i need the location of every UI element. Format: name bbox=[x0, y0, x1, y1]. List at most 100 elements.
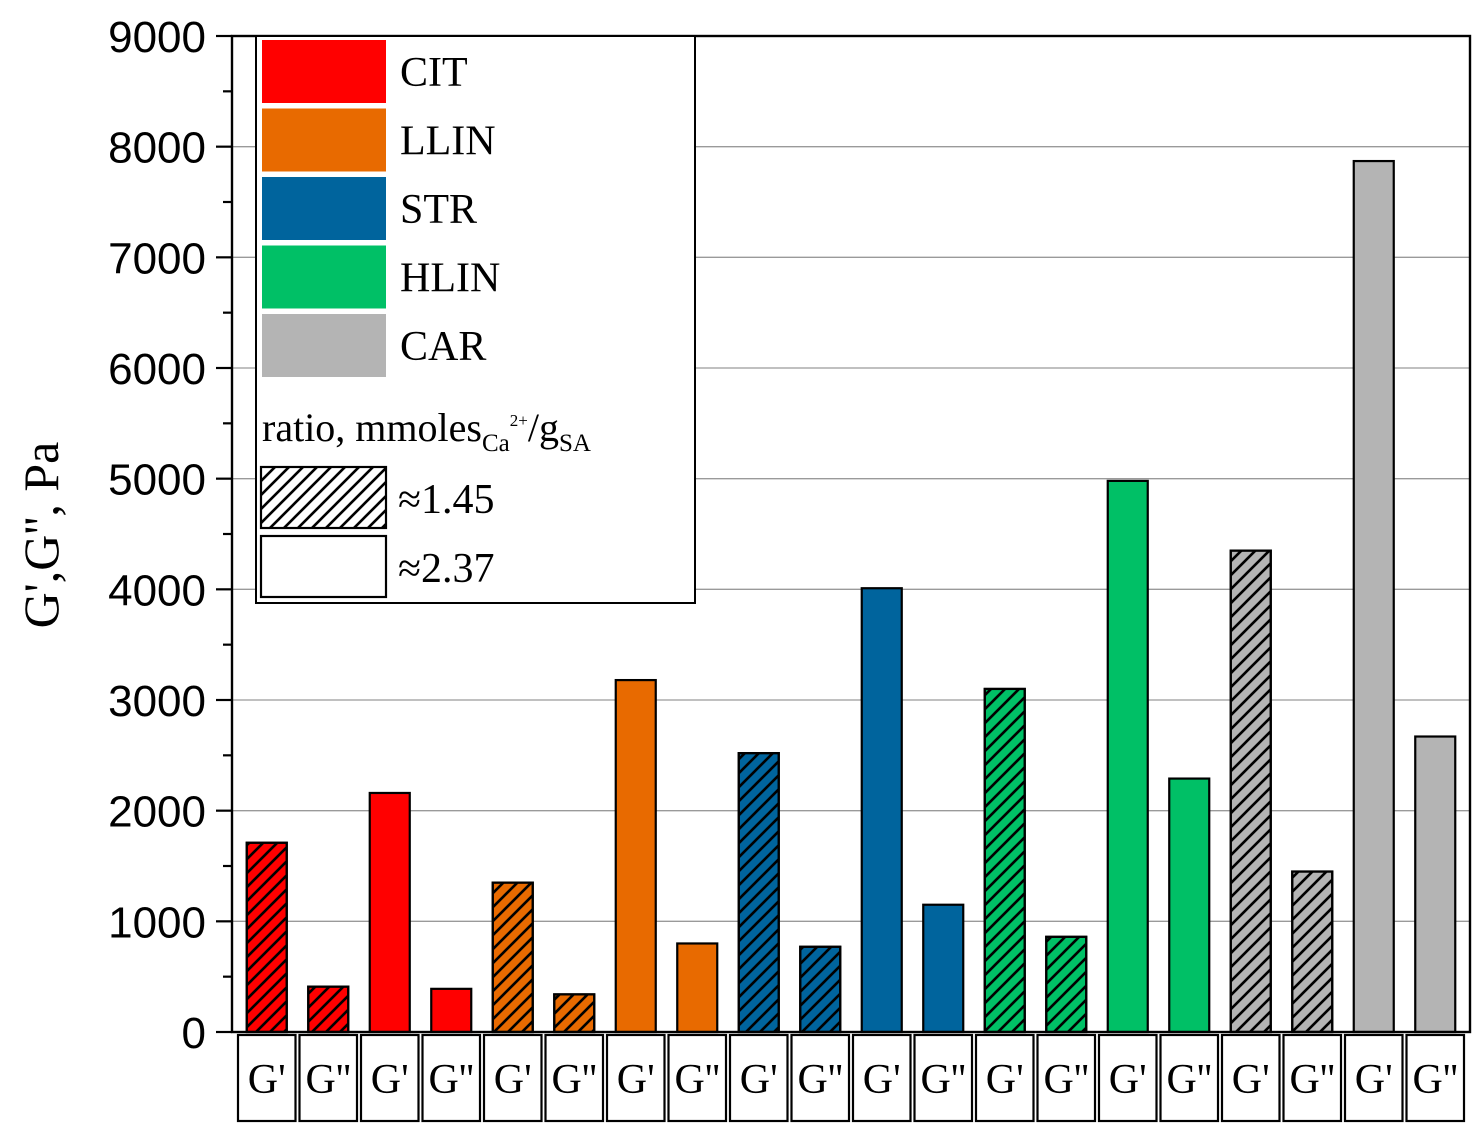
bar-fill bbox=[368, 791, 411, 1034]
x-tick-label: G'' bbox=[798, 1057, 843, 1103]
x-tick-label-box: G' bbox=[851, 1033, 912, 1123]
x-tick-label-box: G' bbox=[482, 1033, 543, 1123]
bar-STR-g-double-prime-1.45 bbox=[799, 945, 842, 1034]
bar-hatch bbox=[1045, 935, 1088, 1034]
legend-swatch bbox=[262, 40, 386, 103]
bar-CAR-g-double-prime-2.37 bbox=[1414, 735, 1457, 1034]
bar-STR-g-double-prime-2.37 bbox=[922, 903, 965, 1034]
legend-item-car: CAR bbox=[262, 314, 486, 377]
x-tick-label: G'' bbox=[675, 1057, 720, 1103]
x-tick-box bbox=[1343, 1033, 1404, 1123]
x-tick-box bbox=[790, 1033, 851, 1123]
legend-ratio-title: ratio, mmolesCa2+/gSA bbox=[262, 405, 591, 457]
x-tick-label: G' bbox=[1109, 1057, 1147, 1103]
x-tick-label-box: G'' bbox=[298, 1033, 359, 1123]
x-tick-label-box: G'' bbox=[667, 1033, 728, 1123]
x-tick-label: G' bbox=[1232, 1057, 1270, 1103]
x-tick-box bbox=[605, 1033, 666, 1123]
legend-item-str: STR bbox=[262, 177, 477, 240]
y-tick-label: 2000 bbox=[108, 788, 206, 837]
x-tick-box bbox=[1159, 1033, 1220, 1123]
x-tick-box bbox=[913, 1033, 974, 1123]
x-tick-label: G'' bbox=[429, 1057, 474, 1103]
x-tick-label-box: G' bbox=[359, 1033, 420, 1123]
bar-hatch bbox=[1291, 870, 1334, 1034]
legend-swatch bbox=[262, 245, 386, 309]
legend-swatch bbox=[262, 314, 386, 377]
y-tick-label: 9000 bbox=[108, 13, 206, 62]
x-tick-label-box: G' bbox=[236, 1033, 297, 1123]
x-tick-label-box: G'' bbox=[790, 1033, 851, 1123]
bar-CAR-g-prime-1.45 bbox=[1229, 549, 1272, 1034]
bar-hatch bbox=[983, 687, 1026, 1034]
legend-ratio-item-solid: ≈2.37 bbox=[259, 534, 495, 599]
legend-ratio-label: ≈1.45 bbox=[398, 477, 495, 523]
legend-item-llin: LLIN bbox=[262, 108, 496, 172]
bar-hatch bbox=[491, 881, 534, 1034]
x-tick-box bbox=[1097, 1033, 1158, 1123]
x-tick-box bbox=[421, 1033, 482, 1123]
x-tick-label-box: G'' bbox=[1036, 1033, 1097, 1123]
y-axis-label: G',G'', Pa bbox=[13, 442, 69, 629]
bar-fill bbox=[676, 942, 719, 1034]
x-tick-label-box: G'' bbox=[1405, 1033, 1466, 1123]
legend-ratio-swatch bbox=[259, 534, 388, 599]
x-tick-label-box: G'' bbox=[421, 1033, 482, 1123]
legend-item-cit: CIT bbox=[262, 40, 468, 103]
x-tick-label: G' bbox=[617, 1057, 655, 1103]
bar-LLIN-g-double-prime-2.37 bbox=[676, 942, 719, 1034]
x-tick-box bbox=[1220, 1033, 1281, 1123]
x-tick-label: G' bbox=[1355, 1057, 1393, 1103]
x-tick-box bbox=[298, 1033, 359, 1123]
x-tick-label-box: G' bbox=[605, 1033, 666, 1123]
x-tick-box bbox=[1405, 1033, 1466, 1123]
x-tick-label: G' bbox=[986, 1057, 1024, 1103]
bar-hatch bbox=[553, 993, 596, 1034]
bar-hatch bbox=[245, 841, 288, 1034]
bar-CIT-g-double-prime-1.45 bbox=[307, 985, 350, 1034]
x-tick-label-box: G' bbox=[1343, 1033, 1404, 1123]
y-tick-label: 7000 bbox=[108, 234, 206, 283]
legend-item-hlin: HLIN bbox=[262, 245, 500, 309]
x-tick-label: G'' bbox=[1044, 1057, 1089, 1103]
bar-CIT-g-double-prime-2.37 bbox=[430, 987, 473, 1034]
x-tick-label-box: G'' bbox=[913, 1033, 974, 1123]
bar-fill bbox=[1168, 777, 1211, 1034]
x-tick-label-box: G'' bbox=[544, 1033, 605, 1123]
bar-hatch bbox=[307, 985, 350, 1034]
axes bbox=[216, 34, 1472, 1034]
bar-fill bbox=[922, 903, 965, 1034]
bar-hatch bbox=[737, 752, 780, 1034]
x-tick-box bbox=[482, 1033, 543, 1123]
x-tick-box bbox=[359, 1033, 420, 1123]
bar-LLIN-g-prime-2.37 bbox=[614, 678, 657, 1034]
bar-CIT-g-prime-2.37 bbox=[368, 791, 411, 1034]
x-tick-label-box: G' bbox=[974, 1033, 1035, 1123]
bar-HLIN-g-double-prime-1.45 bbox=[1045, 935, 1088, 1034]
bar-HLIN-g-prime-2.37 bbox=[1106, 479, 1149, 1034]
legend-swatch bbox=[262, 177, 386, 240]
legend-ratio-swatch bbox=[259, 465, 388, 530]
x-tick-label: G'' bbox=[306, 1057, 351, 1103]
legend-ratio-label: ≈2.37 bbox=[398, 546, 495, 592]
legend-ratio-item-hatched: ≈1.45 bbox=[259, 465, 495, 530]
x-tick-box bbox=[667, 1033, 728, 1123]
x-tick-label: G'' bbox=[552, 1057, 597, 1103]
legend-series-entries: CIT LLIN STR HLIN CAR bbox=[262, 40, 500, 377]
y-tick-label: 0 bbox=[182, 1009, 206, 1058]
x-tick-label-box: G'' bbox=[1159, 1033, 1220, 1123]
legend-label: CAR bbox=[400, 324, 486, 370]
y-tick-label: 3000 bbox=[108, 677, 206, 726]
x-tick-label: G'' bbox=[1413, 1057, 1458, 1103]
legend-label: STR bbox=[400, 187, 477, 233]
bar-STR-g-prime-1.45 bbox=[737, 752, 780, 1034]
bar-CIT-g-prime-1.45 bbox=[245, 841, 288, 1034]
x-tick-label-box: G' bbox=[1097, 1033, 1158, 1123]
x-tick-label: G' bbox=[740, 1057, 778, 1103]
y-tick-label: 4000 bbox=[108, 566, 206, 615]
bar-hatch bbox=[799, 945, 842, 1034]
x-tick-box bbox=[851, 1033, 912, 1123]
y-tick-label: 8000 bbox=[108, 124, 206, 173]
legend-label: HLIN bbox=[400, 256, 500, 302]
